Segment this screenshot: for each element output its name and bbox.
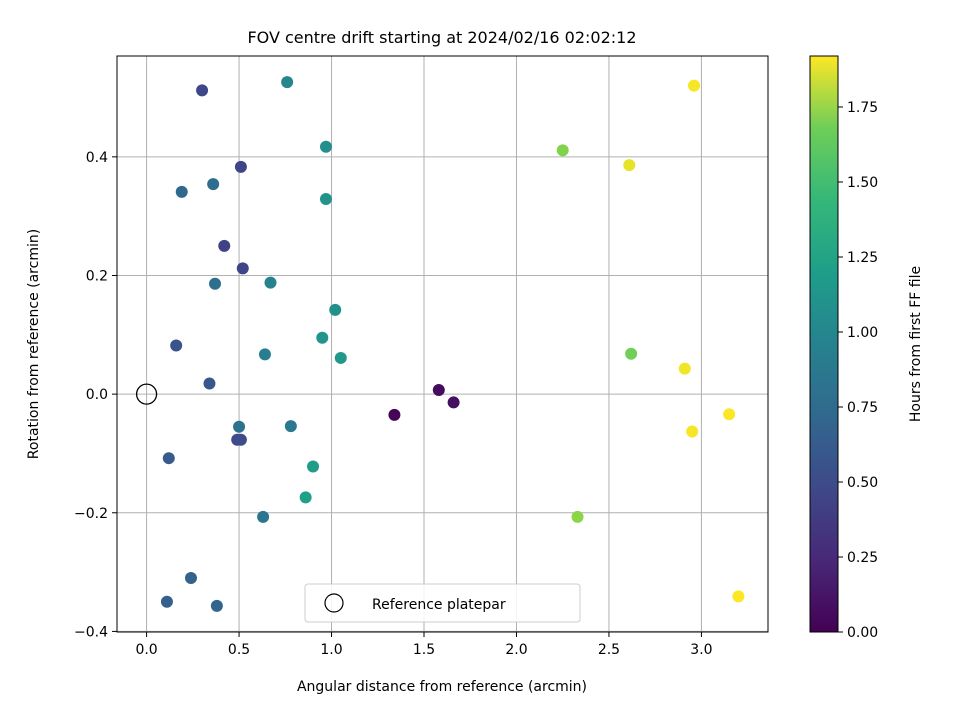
data-point (556, 144, 569, 157)
data-point (203, 377, 216, 390)
colorbar-gradient (809, 55, 839, 633)
data-point (160, 595, 173, 608)
data-point (334, 351, 347, 364)
legend-reference-marker (324, 593, 344, 613)
data-point (625, 347, 638, 360)
y-tick-label: −0.2 (74, 506, 108, 522)
colorbar-tick-label: 0.25 (847, 550, 878, 566)
x-tick-label: 1.0 (320, 642, 342, 658)
data-point (329, 303, 342, 316)
x-axis-ticks: 0.0 0.5 1.0 1.5 2.0 2.5 3.0 (135, 632, 713, 658)
x-axis-label: Angular distance from reference (arcmin) (297, 679, 587, 695)
x-tick-label: 3.0 (690, 642, 712, 658)
x-tick-label: 1.5 (413, 642, 435, 658)
data-point (209, 277, 222, 290)
data-point (284, 420, 297, 433)
x-tick-label: 0.5 (228, 642, 250, 658)
x-tick-label: 2.5 (598, 642, 620, 658)
x-tick-label: 0.0 (135, 642, 157, 658)
y-tick-label: 0.0 (86, 387, 108, 403)
data-point (264, 276, 277, 289)
data-point (234, 160, 247, 173)
reference-marker-group (135, 383, 158, 405)
legend-label: Reference platepar (372, 597, 506, 613)
data-point (234, 433, 247, 446)
data-point (688, 79, 701, 92)
reference-platepar-marker (135, 383, 158, 405)
colorbar-tick-label: 1.25 (847, 250, 878, 266)
data-point (210, 599, 223, 612)
colorbar: 0.00 0.25 0.50 0.75 1.00 1.25 1.50 1.75 Hours f… (809, 55, 924, 641)
y-tick-label: 0.2 (86, 268, 108, 284)
y-tick-label: −0.4 (74, 624, 108, 640)
data-point (299, 491, 312, 504)
data-point (218, 239, 231, 252)
grid-lines (117, 56, 768, 632)
data-point (196, 84, 209, 97)
data-point (233, 420, 246, 433)
data-point (162, 452, 175, 465)
colorbar-tick-label: 0.50 (847, 475, 878, 491)
data-point (732, 590, 745, 603)
legend-box (304, 583, 581, 623)
data-point (319, 140, 332, 153)
data-point (432, 383, 445, 396)
colorbar-tick-label: 1.75 (847, 100, 878, 116)
data-point (571, 510, 584, 523)
data-point (258, 348, 271, 361)
y-axis-ticks: −0.4 −0.2 0.0 0.2 0.4 (74, 150, 117, 640)
colorbar-tick-label: 1.50 (847, 175, 878, 191)
data-points (160, 76, 745, 612)
legend: Reference platepar (304, 583, 581, 623)
data-point (319, 192, 332, 205)
y-axis-label: Rotation from reference (arcmin) (26, 229, 42, 459)
data-point (175, 185, 188, 198)
colorbar-tick-label: 0.00 (847, 625, 878, 641)
data-point (686, 425, 699, 438)
axes-frame (116, 55, 769, 633)
data-point (447, 396, 460, 409)
data-point (723, 408, 736, 421)
data-point (623, 159, 636, 172)
colorbar-ticks: 0.00 0.25 0.50 0.75 1.00 1.25 1.50 1.75 (838, 100, 878, 641)
y-tick-label: 0.4 (86, 150, 108, 166)
data-point (678, 362, 691, 375)
data-point (307, 460, 320, 473)
data-point (281, 76, 294, 89)
data-point (316, 331, 329, 344)
chart-title: FOV centre drift starting at 2024/02/16 … (247, 28, 636, 47)
colorbar-tick-label: 0.75 (847, 400, 878, 416)
colorbar-label: Hours from first FF file (908, 266, 924, 422)
x-tick-label: 2.0 (505, 642, 527, 658)
colorbar-tick-label: 1.00 (847, 325, 878, 341)
data-point (170, 339, 183, 352)
data-point (388, 408, 401, 421)
data-point (257, 510, 270, 523)
data-point (184, 572, 197, 585)
data-point (207, 178, 220, 191)
data-point (236, 262, 249, 275)
